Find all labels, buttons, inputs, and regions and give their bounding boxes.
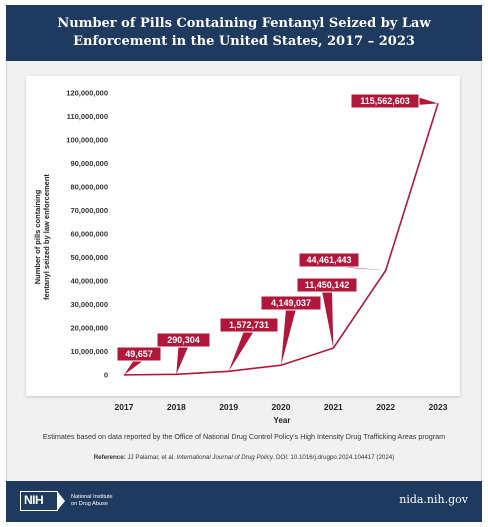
series-line <box>123 103 439 376</box>
x-tick-label: 2019 <box>219 402 238 412</box>
x-tick-label: 2023 <box>429 402 448 412</box>
y-axis-label-line: fentanyl seized by law enforcement <box>42 174 51 300</box>
data-label: 290,304 <box>167 335 200 345</box>
nida-name: National Institute on Drug Abuse <box>71 494 131 508</box>
x-axis-label: Year <box>274 416 291 425</box>
header-banner: Number of Pills Containing Fentanyl Seiz… <box>6 5 482 61</box>
reference-doi: DOI: 10.1016/j.drugpo.2024.104417 (2024) <box>275 454 395 461</box>
data-source-note: Estimates based on data reported by the … <box>42 432 446 441</box>
data-label-box <box>219 317 279 333</box>
chart-title: Number of Pills Containing Fentanyl Seiz… <box>57 16 431 49</box>
data-label-box <box>350 93 420 109</box>
y-tick-label: 30,000,000 <box>70 300 108 309</box>
data-label: 49,657 <box>125 349 153 359</box>
data-label-box <box>260 295 322 311</box>
nih-logo[interactable]: NIH National Institute on Drug Abuse <box>20 490 131 511</box>
y-tick-label: 0 <box>104 371 108 380</box>
x-tick-label: 2020 <box>272 402 291 412</box>
y-tick-label: 120,000,000 <box>66 89 108 98</box>
website-link[interactable]: nida.nih.gov <box>399 493 468 506</box>
nida-name-line1: National Institute <box>71 494 113 500</box>
nih-logo-mark: NIH <box>20 490 65 511</box>
data-label-box <box>156 332 211 348</box>
x-tick-label: 2018 <box>167 402 186 412</box>
x-tick-label: 2021 <box>324 402 343 412</box>
data-label-leader <box>228 331 254 372</box>
y-axis-label-line: Number of pills containing <box>33 189 42 284</box>
fentanyl-seizure-chart: 0 10,000,000 20,000,000 30,000,000 40,000,00… <box>33 89 448 426</box>
data-label: 115,562,603 <box>360 96 410 106</box>
x-tick-label: 2022 <box>376 402 395 412</box>
reference-label: Reference: <box>93 454 126 461</box>
data-label-leader <box>417 97 438 105</box>
y-tick-label: 80,000,000 <box>70 183 108 192</box>
data-label: 1,572,731 <box>229 320 269 330</box>
y-tick-label: 110,000,000 <box>67 112 108 121</box>
reference-journal: International Journal of Drug Policy. <box>176 454 275 461</box>
y-tick-label: 10,000,000 <box>70 347 108 356</box>
footer-banner: NIH National Institute on Drug Abuse nid… <box>6 481 482 522</box>
data-label-leader <box>322 291 334 349</box>
y-tick-label: 60,000,000 <box>70 230 108 239</box>
data-label-leader <box>176 346 189 375</box>
y-tick-label: 100,000,000 <box>66 136 108 145</box>
y-tick-label: 70,000,000 <box>70 206 108 215</box>
data-label-box <box>298 252 360 268</box>
data-label: 4,149,037 <box>271 298 311 308</box>
nida-name-line2: on Drug Abuse <box>71 501 109 507</box>
data-label-box <box>116 346 162 362</box>
data-label-box <box>296 277 358 293</box>
y-tick-label: 50,000,000 <box>70 253 108 262</box>
y-tick-label: 40,000,000 <box>70 277 108 286</box>
data-label-leader <box>281 309 296 366</box>
y-tick-label: 90,000,000 <box>70 159 108 168</box>
y-axis-label: Number of pills containingfentanyl seize… <box>33 174 51 300</box>
reference-authors: JJ Palamar, et al. <box>127 454 175 461</box>
reference-line: Reference: JJ Palamar, et al. Internatio… <box>6 454 482 461</box>
data-label-leader <box>124 360 144 375</box>
data-label: 44,461,443 <box>306 255 351 265</box>
x-tick-label: 2017 <box>115 402 134 412</box>
data-label: 11,450,142 <box>305 280 350 290</box>
data-label-leader <box>324 266 386 271</box>
y-tick-label: 20,000,000 <box>70 324 108 333</box>
